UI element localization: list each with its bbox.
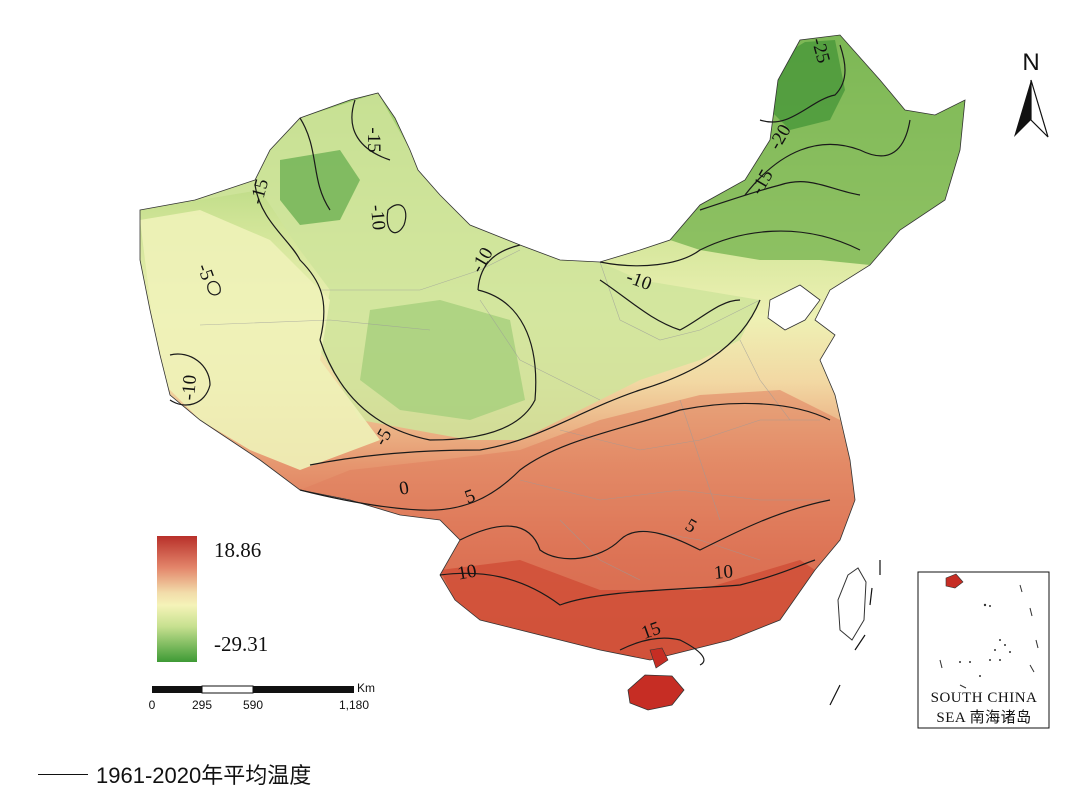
country-outline [139,34,966,661]
contour-label: 10 [713,561,734,584]
contour-label: -5 [193,261,218,283]
contour-label: 10 [456,561,478,585]
hainan-island [627,674,685,711]
caption-line-symbol [38,773,88,775]
contour-label: -10 [178,374,201,401]
contour-label: 0 [398,477,411,499]
scale-bar: Km 0 295 590 1,180 [149,681,375,712]
scale-tick-0: 0 [149,698,156,712]
bohai-sea [767,284,821,331]
map-caption: 1961-2020年平均温度 [38,758,311,790]
north-label: N [1022,49,1039,76]
contour-label: -10 [366,204,389,231]
inset-label-line1: SOUTH CHINA [931,690,1038,706]
contour-label: -15 [363,127,384,152]
scale-tick-3: 1,180 [339,698,369,712]
south-china-sea-inset: SOUTH CHINA SEA 南海诸岛 [917,571,1050,729]
north-arrow: N [1014,49,1049,138]
legend-min-label: -29.31 [214,632,269,656]
scale-tick-2: 590 [243,698,263,712]
scale-unit: Km [357,681,375,695]
scale-tick-1: 295 [192,698,212,712]
contour-lines [169,44,911,666]
legend-max-label: 18.86 [214,538,262,562]
inset-label-line2: SEA 南海诸岛 [936,709,1031,726]
caption-text: 1961-2020年平均温度 [96,763,312,788]
taiwan-island [837,567,867,641]
legend-color-bar [157,536,197,662]
